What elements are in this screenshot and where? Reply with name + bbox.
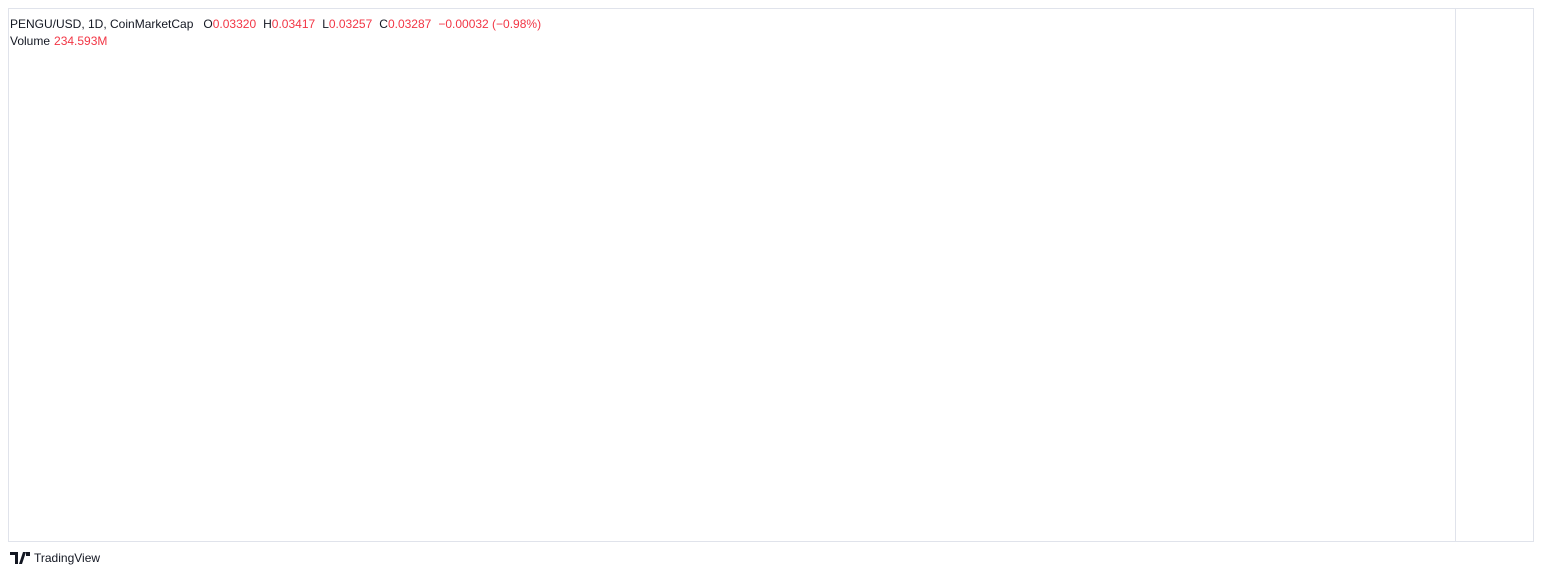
legend-value: 0.03417 xyxy=(271,17,316,31)
logo-text: TradingView xyxy=(34,551,101,565)
volume-value: 234.593M xyxy=(54,34,108,48)
volume-legend: Volume 234.593M xyxy=(10,33,544,50)
legend-value: 0.03257 xyxy=(328,17,373,31)
symbol: PENGU/USD, 1D, CoinMarketCap xyxy=(10,17,194,31)
legend-key: L xyxy=(322,17,329,31)
legend-value: 0.03320 xyxy=(212,17,257,31)
chart-frame xyxy=(8,8,1534,542)
legend-value: 0.03287 xyxy=(387,17,432,31)
volume-title: Volume xyxy=(10,34,51,48)
legend-key: O xyxy=(203,17,213,31)
legend-key: H xyxy=(263,17,272,31)
ohlc-legend: PENGU/USD, 1D, CoinMarketCap O 0.03320 H 0.… xyxy=(10,16,544,33)
logo: TradingView xyxy=(10,551,100,565)
legend: PENGU/USD, 1D, CoinMarketCap O 0.03320 H 0.… xyxy=(10,16,544,50)
logo-icon xyxy=(10,552,30,564)
legend-key: C xyxy=(379,17,388,31)
legend-change: −0.00032 (−0.98%) xyxy=(438,17,542,31)
